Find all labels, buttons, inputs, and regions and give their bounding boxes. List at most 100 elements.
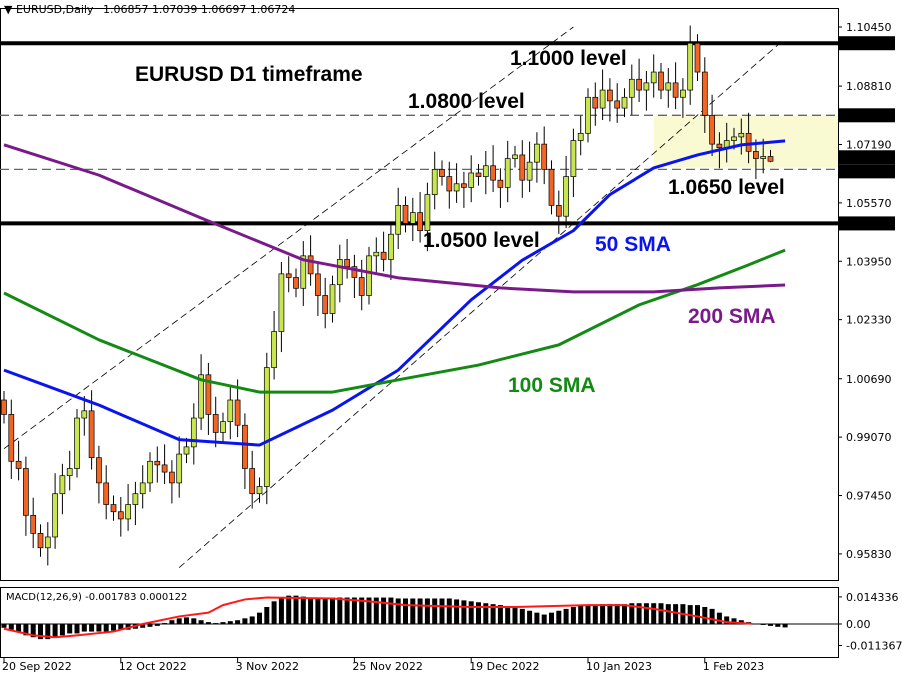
bullish-candle: [329, 284, 336, 314]
bearish-candle: [716, 143, 723, 149]
macd-bar: [147, 624, 153, 627]
bearish-candle: [519, 154, 526, 181]
annotation-sma100: 100 SMA: [508, 374, 596, 397]
macd-label: MACD(12,26,9) -0.001783 0.000122: [6, 592, 188, 603]
bullish-candle: [738, 132, 745, 138]
bearish-candle: [88, 410, 95, 459]
price-label: 1.06724: [842, 151, 888, 164]
macd-y-tick-label: 0.00: [846, 618, 871, 631]
bearish-candle: [701, 71, 708, 116]
bearish-candle: [446, 176, 453, 192]
bullish-candle: [453, 183, 460, 192]
macd-bar: [439, 598, 445, 624]
x-tick-label: 3 Nov 2022: [236, 660, 299, 673]
price-label: 1.06500: [842, 165, 888, 178]
x-tick-label: 12 Oct 2022: [119, 660, 187, 673]
macd-bar: [176, 618, 182, 624]
macd-bar: [709, 608, 715, 624]
x-tick-label: 1 Feb 2023: [703, 660, 764, 673]
bullish-candle: [139, 482, 146, 495]
bearish-candle: [103, 482, 110, 505]
annotation-title: EURUSD D1 timeframe: [135, 63, 363, 86]
macd-bar: [519, 608, 525, 624]
macd-bar: [724, 616, 730, 624]
macd-bar: [643, 603, 649, 624]
bullish-candle: [176, 453, 183, 484]
bearish-candle: [541, 143, 548, 170]
collapse-triangle-icon[interactable]: ▼: [4, 3, 13, 16]
macd-bar: [81, 624, 87, 632]
y-tick-label: 0.97450: [846, 490, 892, 503]
x-tick-label: 10 Jan 2023: [586, 660, 652, 673]
bullish-candle: [147, 460, 153, 484]
macd-bar: [38, 624, 43, 640]
annotation-sma50: 50 SMA: [595, 233, 671, 256]
bullish-candle: [585, 96, 591, 134]
y-tick-label: 1.10450: [846, 21, 892, 34]
bullish-candle: [577, 132, 584, 141]
macd-bar: [658, 603, 664, 624]
ohlc-values: 1.06857 1.07039 1.06697 1.06724: [102, 3, 296, 16]
bearish-candle: [249, 468, 256, 495]
macd-bar: [111, 624, 116, 631]
bearish-candle: [30, 514, 37, 534]
macd-bar: [205, 622, 211, 624]
bullish-candle: [570, 140, 577, 177]
bearish-candle: [497, 179, 504, 188]
bearish-candle: [745, 132, 752, 152]
bullish-candle: [388, 233, 394, 260]
bearish-candle: [37, 533, 44, 549]
bearish-candle: [636, 78, 642, 91]
macd-bar: [512, 606, 518, 624]
macd-bar: [395, 598, 401, 624]
macd-bar: [629, 603, 635, 624]
price-label-box: [839, 150, 895, 165]
macd-bar: [592, 605, 598, 624]
macd-bar: [366, 597, 372, 624]
bearish-candle: [402, 205, 409, 224]
bearish-candle: [15, 460, 22, 469]
x-tick-label: 19 Dec 2022: [469, 660, 539, 673]
macd-bar: [549, 612, 554, 624]
macd-bar: [337, 597, 343, 624]
macd-bar: [249, 616, 255, 624]
channel-line: [3, 26, 574, 449]
macd-bar: [541, 614, 547, 624]
sma-line-200: [3, 143, 786, 294]
macd-bar: [16, 624, 22, 632]
macd-bar: [140, 624, 146, 628]
bearish-candle: [242, 424, 248, 469]
macd-bar: [585, 605, 591, 624]
macd-bar: [235, 620, 241, 624]
sma-line-50: [3, 139, 786, 447]
macd-bar: [373, 597, 379, 624]
macd-bar: [96, 624, 102, 632]
macd-bar: [417, 598, 423, 624]
bullish-candle: [621, 96, 628, 109]
macd-bar: [30, 624, 36, 638]
bullish-candle: [431, 169, 438, 195]
macd-bar: [497, 605, 503, 624]
bearish-candle: [8, 414, 15, 462]
bullish-candle: [183, 446, 190, 455]
bearish-candle: [417, 212, 423, 231]
bullish-candle: [424, 194, 431, 231]
macd-bar: [103, 624, 109, 632]
bearish-candle: [380, 251, 387, 260]
bullish-candle: [125, 504, 131, 520]
bearish-candle: [439, 169, 445, 177]
bullish-candle: [300, 255, 307, 289]
macd-bar: [760, 624, 766, 625]
bullish-candle: [650, 71, 657, 84]
bullish-candle: [665, 82, 672, 91]
y-tick-label: 1.05570: [846, 197, 892, 210]
bearish-candle: [592, 96, 599, 109]
bullish-candle: [190, 417, 197, 448]
chart-header: ▼ EURUSD,Daily 1.06857 1.07039 1.06697 1…: [4, 3, 295, 16]
macd-bar: [556, 610, 562, 624]
bearish-candle: [154, 460, 161, 466]
y-tick-label: 1.02330: [846, 314, 892, 327]
macd-bar: [607, 604, 613, 624]
macd-bar: [622, 604, 627, 624]
macd-bar: [410, 598, 416, 624]
